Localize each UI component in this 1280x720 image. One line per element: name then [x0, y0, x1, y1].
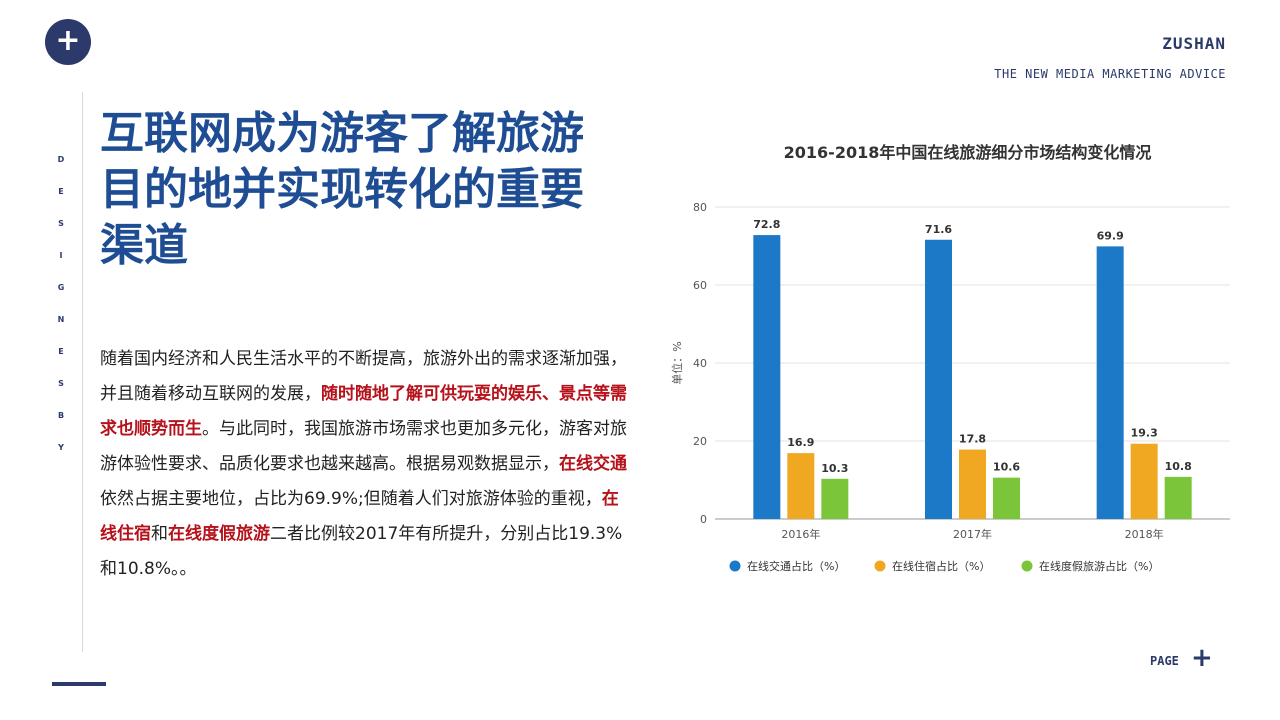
bar-chart: 0 20 40 60 80 单位：% 2016年 72.8 16.9 10.3 2017年 71.6 1… [670, 201, 1230, 573]
data-label: 10.6 [993, 461, 1020, 474]
highlight-text: 在线交通 [559, 454, 627, 474]
legend-marker [1021, 560, 1033, 572]
data-label: 10.8 [1165, 460, 1192, 473]
highlight-text: 在线住宿 [100, 489, 619, 544]
x-tick-label: 2017年 [953, 527, 992, 541]
body-text-segment: 和 [151, 524, 168, 544]
bar [821, 478, 849, 519]
vertical-divider [82, 92, 83, 652]
body-text-segment: 依然占据主要地位，占比为69.9%;但随着人们对旅游体验的重视， [100, 489, 602, 509]
vertical-letters: D E S I G N E S B Y [56, 155, 66, 475]
legend-label: 在线交通占比（%） [747, 559, 845, 573]
page-title: 互联网成为游客了解旅游目的地并实现转化的重要渠道 [100, 108, 584, 271]
bottom-accent-bar [52, 682, 106, 686]
legend-label: 在线度假旅游占比（%） [1039, 559, 1159, 573]
highlight-text: 在线度假旅游 [168, 524, 270, 544]
vertical-letter: E [58, 187, 64, 196]
plus-icon[interactable]: + [45, 19, 91, 65]
data-label: 69.9 [1097, 229, 1124, 242]
y-tick-label: 0 [700, 513, 707, 526]
y-tick-label: 80 [693, 201, 707, 214]
data-label: 72.8 [753, 218, 780, 231]
vertical-letter: Y [58, 443, 64, 452]
brand-tagline: THE NEW MEDIA MARKETING ADVICE [994, 67, 1226, 81]
body-paragraph: 随着国内经济和人民生活水平的不断提高，旅游外出的需求逐渐加强，并且随着移动互联网… [100, 342, 635, 587]
brand-name: ZUSHAN [1162, 34, 1226, 53]
vertical-letter: G [57, 283, 65, 292]
y-tick-label: 60 [693, 279, 707, 292]
bar [959, 449, 986, 519]
data-label: 10.3 [821, 462, 848, 475]
bar [787, 453, 815, 519]
vertical-letter: S [58, 379, 64, 388]
data-label: 19.3 [1131, 427, 1158, 440]
y-tick-label: 40 [693, 357, 707, 370]
vertical-letter: N [57, 315, 65, 324]
legend-marker [874, 560, 886, 572]
data-label: 17.8 [959, 433, 986, 446]
vertical-letter: I [59, 251, 63, 260]
chart-title: 2016-2018年中国在线旅游细分市场结构变化情况 [783, 143, 1152, 162]
legend-label: 在线住宿占比（%） [892, 559, 990, 573]
body-text-segment: 随着国内经济和人民生活水平的不断提高，旅游外出的需求逐渐加强，并且随着移动互联网… [100, 349, 627, 404]
y-tick-label: 20 [693, 435, 707, 448]
page-plus-icon[interactable]: + [1191, 643, 1213, 673]
legend-marker [729, 560, 741, 572]
bar [753, 235, 781, 519]
body-text-segment: 二者比例较2017年有所提升，分别占比19.3%和10.8%。。 [100, 524, 623, 579]
body-text-segment: 。与此同时，我国旅游市场需求也更加多元化，游客对旅游体验性要求、品质化要求也越来… [100, 419, 627, 474]
highlight-text: 随时随地了解可供玩耍的娱乐、景点等需求也顺势而生 [100, 384, 627, 439]
data-label: 71.6 [925, 223, 952, 236]
bar [1096, 246, 1124, 519]
vertical-letter: E [58, 347, 64, 356]
vertical-letter: D [57, 155, 65, 164]
y-axis-label: 单位：% [670, 341, 684, 384]
bar [1130, 443, 1158, 519]
vertical-letter: S [58, 219, 64, 228]
bar [1164, 476, 1192, 519]
data-label: 16.9 [787, 436, 814, 449]
bar [993, 477, 1020, 519]
brand-block: ZUSHAN THE NEW MEDIA MARKETING ADVICE [994, 34, 1226, 81]
vertical-letter: B [57, 411, 65, 420]
page-label: PAGE [1150, 654, 1179, 668]
x-tick-label: 2018年 [1125, 527, 1164, 541]
bar [925, 239, 952, 519]
x-tick-label: 2016年 [781, 527, 820, 541]
